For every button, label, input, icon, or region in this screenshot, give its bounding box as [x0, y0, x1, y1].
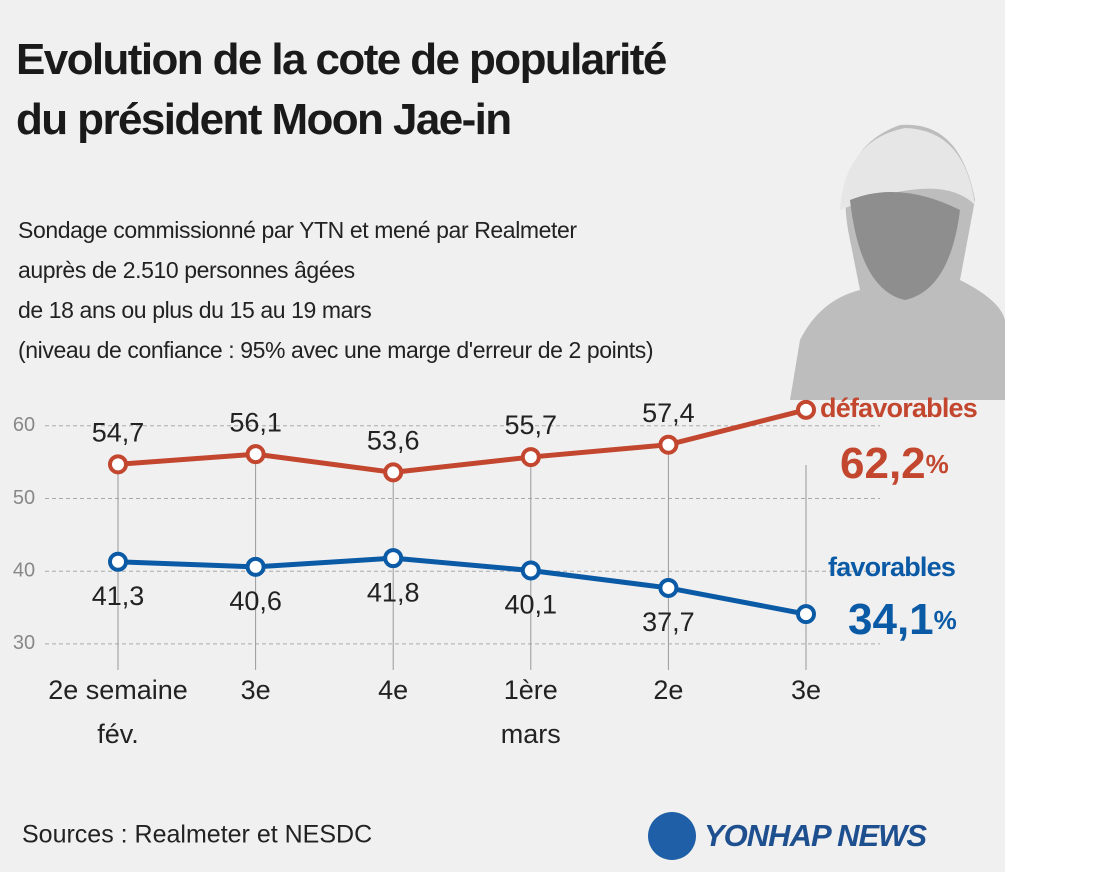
final-value: 62,2%	[840, 439, 949, 488]
point	[520, 560, 541, 581]
y-tick-label: 40	[13, 559, 35, 581]
data-label: 37,7	[642, 607, 695, 637]
series-name: favorables	[828, 552, 955, 582]
data-label: 40,6	[229, 586, 282, 616]
final-value-unit: %	[934, 605, 957, 635]
point	[658, 434, 679, 455]
final-value-unit: %	[926, 449, 949, 479]
source: Sources : Realmeter et NESDC	[22, 821, 372, 849]
data-label: 54,7	[92, 417, 145, 447]
data-label: 40,1	[505, 590, 558, 620]
data-label: 41,3	[92, 581, 145, 611]
x-tick-label: 3e	[790, 675, 822, 705]
point	[383, 462, 404, 483]
series-line	[117, 407, 807, 475]
point	[245, 556, 266, 577]
data-label: 56,1	[229, 407, 282, 437]
point	[383, 548, 404, 569]
final-value: 34,1%	[848, 595, 957, 644]
point	[108, 454, 128, 475]
final-value-number: 34,1	[848, 595, 934, 644]
final-value-number: 62,2	[840, 439, 926, 488]
x-tick-label: 1ère mars	[500, 675, 561, 749]
point	[658, 577, 679, 598]
point	[520, 447, 541, 468]
series-name: défavorables	[820, 393, 977, 423]
point	[245, 444, 266, 465]
point	[796, 399, 816, 420]
point	[796, 604, 816, 625]
point	[108, 551, 128, 572]
y-tick-label: 50	[13, 487, 35, 509]
x-tick-label: 4e	[378, 675, 409, 705]
title: Evolution de la cote de popularité du pr…	[16, 35, 667, 144]
x-tick-label: 2e	[653, 675, 684, 705]
x-tick-label: 2e semaine fév.	[48, 675, 188, 749]
series-line	[117, 555, 807, 617]
data-label: 41,8	[367, 577, 420, 607]
portrait	[790, 124, 1005, 401]
y-tick-label: 60	[13, 414, 35, 436]
data-label: 53,6	[367, 425, 420, 455]
data-label: 55,7	[505, 410, 558, 440]
logo-icon	[648, 812, 696, 860]
logo: YONHAP NEWS	[704, 818, 927, 853]
subtitle: Sondage commissionné par YTN et mené par…	[18, 217, 654, 363]
y-tick-label: 30	[13, 632, 35, 654]
background	[0, 0, 1005, 872]
data-label: 57,4	[642, 398, 695, 428]
x-tick-label: 3e	[240, 675, 271, 705]
